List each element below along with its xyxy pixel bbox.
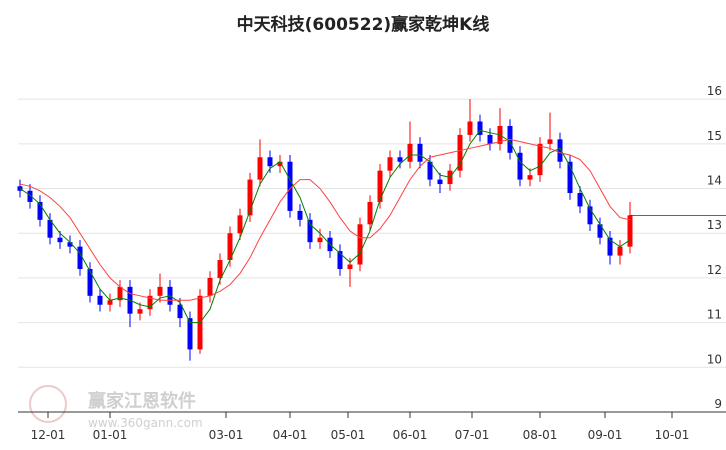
y-tick-label: 12 [707, 263, 722, 277]
candle-body [587, 206, 593, 225]
candle-body [577, 193, 583, 207]
candle-body [277, 161, 283, 167]
candle-body [397, 157, 403, 162]
candle-body [617, 246, 623, 256]
candle-body [377, 170, 383, 202]
chart-title: 中天科技(600522)赢家乾坤K线 [237, 14, 490, 35]
x-tick-label: 10-01 [655, 428, 690, 442]
candle-body [67, 242, 73, 247]
x-tick-label: 05-01 [331, 428, 366, 442]
candle-body [37, 201, 43, 220]
y-tick-label: 9 [714, 397, 722, 411]
candle-body [427, 161, 433, 180]
y-tick-label: 14 [707, 174, 722, 188]
moving-average [19, 129, 631, 324]
x-tick-label: 07-01 [455, 428, 490, 442]
candle-body [157, 286, 163, 296]
y-tick-label: 13 [707, 218, 722, 232]
candle-body [387, 157, 393, 171]
candle-body [97, 295, 103, 305]
candle-body [187, 318, 193, 350]
y-tick-label: 11 [707, 308, 722, 322]
candle-body [487, 134, 493, 144]
candle-body [177, 304, 183, 319]
candle-body [297, 210, 303, 220]
x-tick-label: 06-01 [393, 428, 428, 442]
x-tick-label: 01-01 [93, 428, 128, 442]
candle-body [627, 215, 633, 247]
candle-body [57, 237, 63, 243]
candle-body [87, 268, 93, 296]
candle-body [477, 121, 483, 135]
candle-body [317, 237, 323, 243]
watermark-logo [29, 385, 67, 423]
candle-body [257, 157, 263, 180]
candle-body [547, 139, 553, 144]
candle-body [47, 219, 53, 238]
candle-body [27, 190, 33, 202]
candle-body [267, 157, 273, 167]
x-tick-label: 12-01 [31, 428, 66, 442]
watermark: 赢家江恩软件 www.360gann.com [29, 385, 203, 430]
candle-body [367, 201, 373, 225]
candle-body [607, 237, 613, 256]
candle-body [527, 175, 533, 180]
candle-body [407, 143, 413, 162]
candle-body [227, 233, 233, 261]
candle-body [77, 246, 83, 269]
candle-body [287, 161, 293, 211]
candle-body [467, 121, 473, 135]
candle-body [117, 286, 123, 301]
x-tick-label: 08-01 [523, 428, 558, 442]
moving-average [19, 138, 631, 301]
candle-body [597, 224, 603, 238]
watermark-name: 赢家江恩软件 [88, 390, 196, 412]
candle-body [147, 295, 153, 310]
candle-body [537, 143, 543, 176]
y-tick-label: 10 [707, 352, 722, 366]
x-tick-label: 09-01 [588, 428, 623, 442]
candle-body [347, 264, 353, 269]
candle-body [437, 179, 443, 185]
y-tick-label: 16 [707, 84, 722, 98]
candle-body [207, 277, 213, 296]
candle-body [247, 179, 253, 216]
candle-body [107, 300, 113, 305]
candle-body [337, 251, 343, 269]
x-tick-label: 04-01 [273, 428, 308, 442]
candle-body [517, 152, 523, 180]
candle-body [357, 224, 363, 265]
candle-body [237, 215, 243, 234]
candle-body [137, 309, 143, 314]
candle-body [217, 260, 223, 278]
y-tick-label: 15 [707, 129, 722, 143]
candle-body [457, 134, 463, 171]
candle-body [567, 161, 573, 194]
candle-body [557, 139, 563, 162]
watermark-url: www.360gann.com [88, 416, 203, 430]
candle-body [307, 219, 313, 243]
candle-body [417, 143, 423, 162]
x-tick-label: 03-01 [209, 428, 244, 442]
